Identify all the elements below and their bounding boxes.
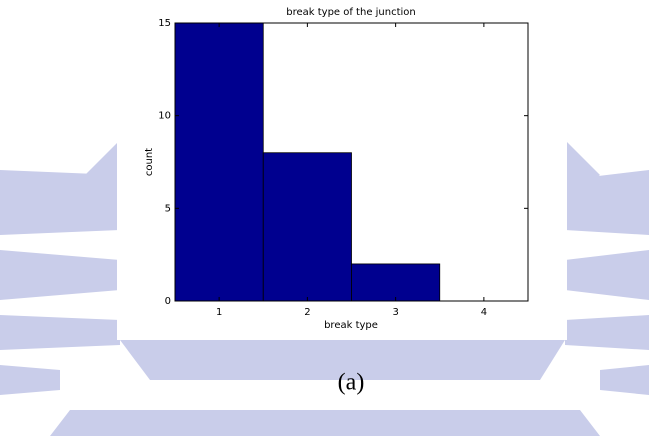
page: break type of the junction break type co… [0, 0, 649, 436]
x-tick-label: 4 [481, 307, 487, 318]
x-tick-label: 3 [392, 307, 398, 318]
chart-title: break type of the junction [286, 7, 416, 18]
watermark-right [565, 170, 649, 395]
x-tick-label: 2 [304, 307, 310, 318]
y-tick-label: 0 [165, 296, 171, 307]
watermark-left [0, 170, 120, 395]
bar [352, 264, 440, 301]
bar [263, 153, 351, 301]
x-axis-label: break type [324, 320, 378, 331]
y-tick-label: 5 [165, 203, 171, 214]
figure: break type of the junction break type co… [0, 0, 649, 436]
caption: (a) [338, 370, 365, 396]
watermark-base [50, 410, 600, 436]
y-tick-label: 10 [158, 111, 171, 122]
x-tick-label: 1 [216, 307, 222, 318]
y-tick-label: 15 [158, 18, 171, 29]
bar [175, 23, 263, 301]
y-axis-label: count [144, 148, 155, 176]
